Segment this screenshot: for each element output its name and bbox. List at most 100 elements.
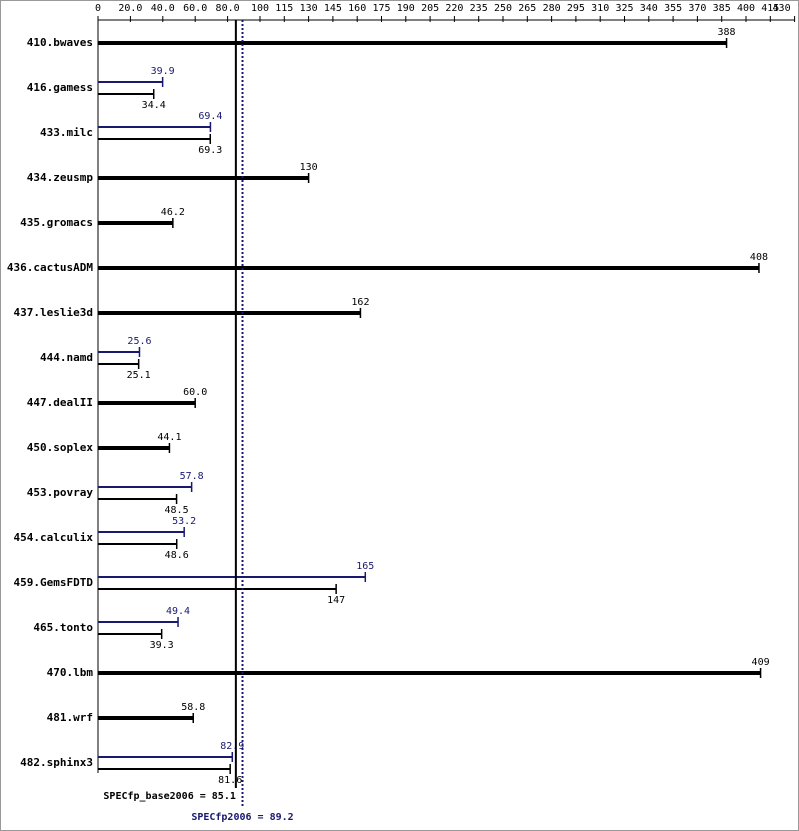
x-tick-label: 130 [300, 3, 318, 14]
bar [98, 266, 759, 270]
bar [98, 716, 194, 720]
value-label: 165 [356, 561, 374, 572]
value-label: 48.5 [165, 505, 189, 516]
category-label: 437.leslie3d [14, 306, 93, 319]
bar [98, 768, 231, 770]
bar [98, 756, 233, 758]
value-label: 408 [750, 252, 768, 263]
value-label: 388 [718, 27, 736, 38]
category-label: 447.dealII [27, 396, 93, 409]
value-label: 60.0 [183, 387, 207, 398]
bar [98, 486, 192, 488]
value-label: 57.8 [180, 471, 204, 482]
bar [98, 363, 139, 365]
x-tick-label: 175 [372, 3, 390, 14]
value-label: 58.8 [181, 702, 205, 713]
value-label: 409 [752, 657, 770, 668]
x-tick-label: 265 [518, 3, 536, 14]
category-label: 481.wrf [47, 711, 93, 724]
x-tick-label: 370 [688, 3, 706, 14]
bar [98, 93, 154, 95]
bar [98, 633, 162, 635]
category-label: 436.cactusADM [7, 261, 93, 274]
x-tick-label: 355 [664, 3, 682, 14]
value-label: 25.6 [127, 336, 151, 347]
value-label: 34.4 [142, 100, 166, 111]
bar [98, 498, 177, 500]
x-tick-label: 280 [543, 3, 561, 14]
category-label: 454.calculix [14, 531, 94, 544]
bar [98, 221, 173, 225]
x-tick-label: 100 [251, 3, 269, 14]
value-label: 147 [327, 595, 345, 606]
value-label: 48.6 [165, 550, 189, 561]
x-tick-label: 385 [713, 3, 731, 14]
bar [98, 81, 163, 83]
value-label: 53.2 [172, 516, 196, 527]
x-tick-label: 205 [421, 3, 439, 14]
x-tick-label: 430 [773, 3, 791, 14]
x-tick-label: 250 [494, 3, 512, 14]
value-label: 69.3 [198, 145, 222, 156]
x-tick-label: 145 [324, 3, 342, 14]
bar [98, 543, 177, 545]
bar [98, 138, 211, 140]
category-label: 465.tonto [33, 621, 93, 634]
x-tick-label: 20.0 [118, 3, 142, 14]
x-tick-label: 415 [761, 3, 779, 14]
x-tick-label: 235 [470, 3, 488, 14]
bar [98, 621, 179, 623]
x-tick-label: 160 [348, 3, 366, 14]
x-tick-label: 295 [567, 3, 585, 14]
x-tick-label: 325 [615, 3, 633, 14]
bar [98, 126, 211, 128]
x-tick-label: 0 [95, 3, 101, 14]
value-label: 44.1 [157, 432, 181, 443]
category-label: 444.namd [40, 351, 93, 364]
bar [98, 41, 727, 45]
category-label: 482.sphinx3 [20, 756, 93, 769]
x-tick-label: 60.0 [183, 3, 207, 14]
bar [98, 311, 361, 315]
bar [98, 401, 196, 405]
value-label: 49.4 [166, 606, 190, 617]
value-label: 25.1 [127, 370, 151, 381]
category-label: 435.gromacs [20, 216, 93, 229]
value-label: 81.6 [218, 775, 242, 786]
x-tick-label: 40.0 [151, 3, 175, 14]
reference-label: SPECfp2006 = 89.2 [191, 812, 293, 823]
category-label: 453.povray [27, 486, 94, 499]
bar [98, 351, 140, 353]
category-label: 410.bwaves [27, 36, 93, 49]
x-tick-label: 220 [445, 3, 463, 14]
bar [98, 588, 337, 590]
reference-label: SPECfp_base2006 = 85.1 [103, 791, 235, 802]
bar [98, 671, 761, 675]
x-tick-label: 80.0 [216, 3, 240, 14]
value-label: 130 [300, 162, 318, 173]
x-tick-label: 190 [397, 3, 415, 14]
category-label: 450.soplex [27, 441, 94, 454]
category-label: 470.lbm [47, 666, 94, 679]
value-label: 39.3 [150, 640, 174, 651]
bar [98, 531, 185, 533]
bar [98, 176, 309, 180]
value-label: 162 [351, 297, 369, 308]
x-tick-label: 310 [591, 3, 609, 14]
value-label: 46.2 [161, 207, 185, 218]
category-label: 416.gamess [27, 81, 93, 94]
category-label: 433.milc [40, 126, 93, 139]
value-label: 39.9 [151, 66, 175, 77]
x-tick-label: 340 [640, 3, 658, 14]
value-label: 69.4 [198, 111, 222, 122]
bar [98, 446, 170, 450]
bar [98, 576, 366, 578]
category-label: 459.GemsFDTD [14, 576, 94, 589]
category-label: 434.zeusmp [27, 171, 94, 184]
value-label: 82.9 [220, 741, 244, 752]
x-tick-label: 400 [737, 3, 755, 14]
x-tick-label: 115 [275, 3, 293, 14]
